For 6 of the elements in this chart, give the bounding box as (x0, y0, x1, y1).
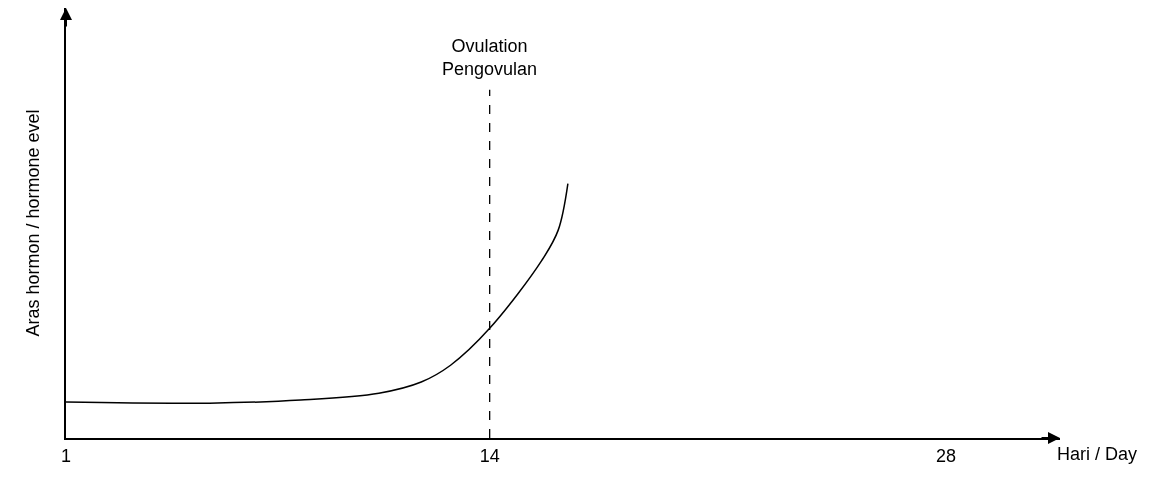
x-tick-label: 1 (60, 445, 72, 466)
y-axis-title: Aras hormon / hormone evel (22, 109, 43, 337)
ref-line-label: Ovulation Pengovulan (442, 36, 538, 80)
x-tick-label: 28 (935, 445, 956, 466)
x-axis-title: Hari / Day (1057, 444, 1138, 464)
x-tick-label: 14 (479, 445, 500, 466)
